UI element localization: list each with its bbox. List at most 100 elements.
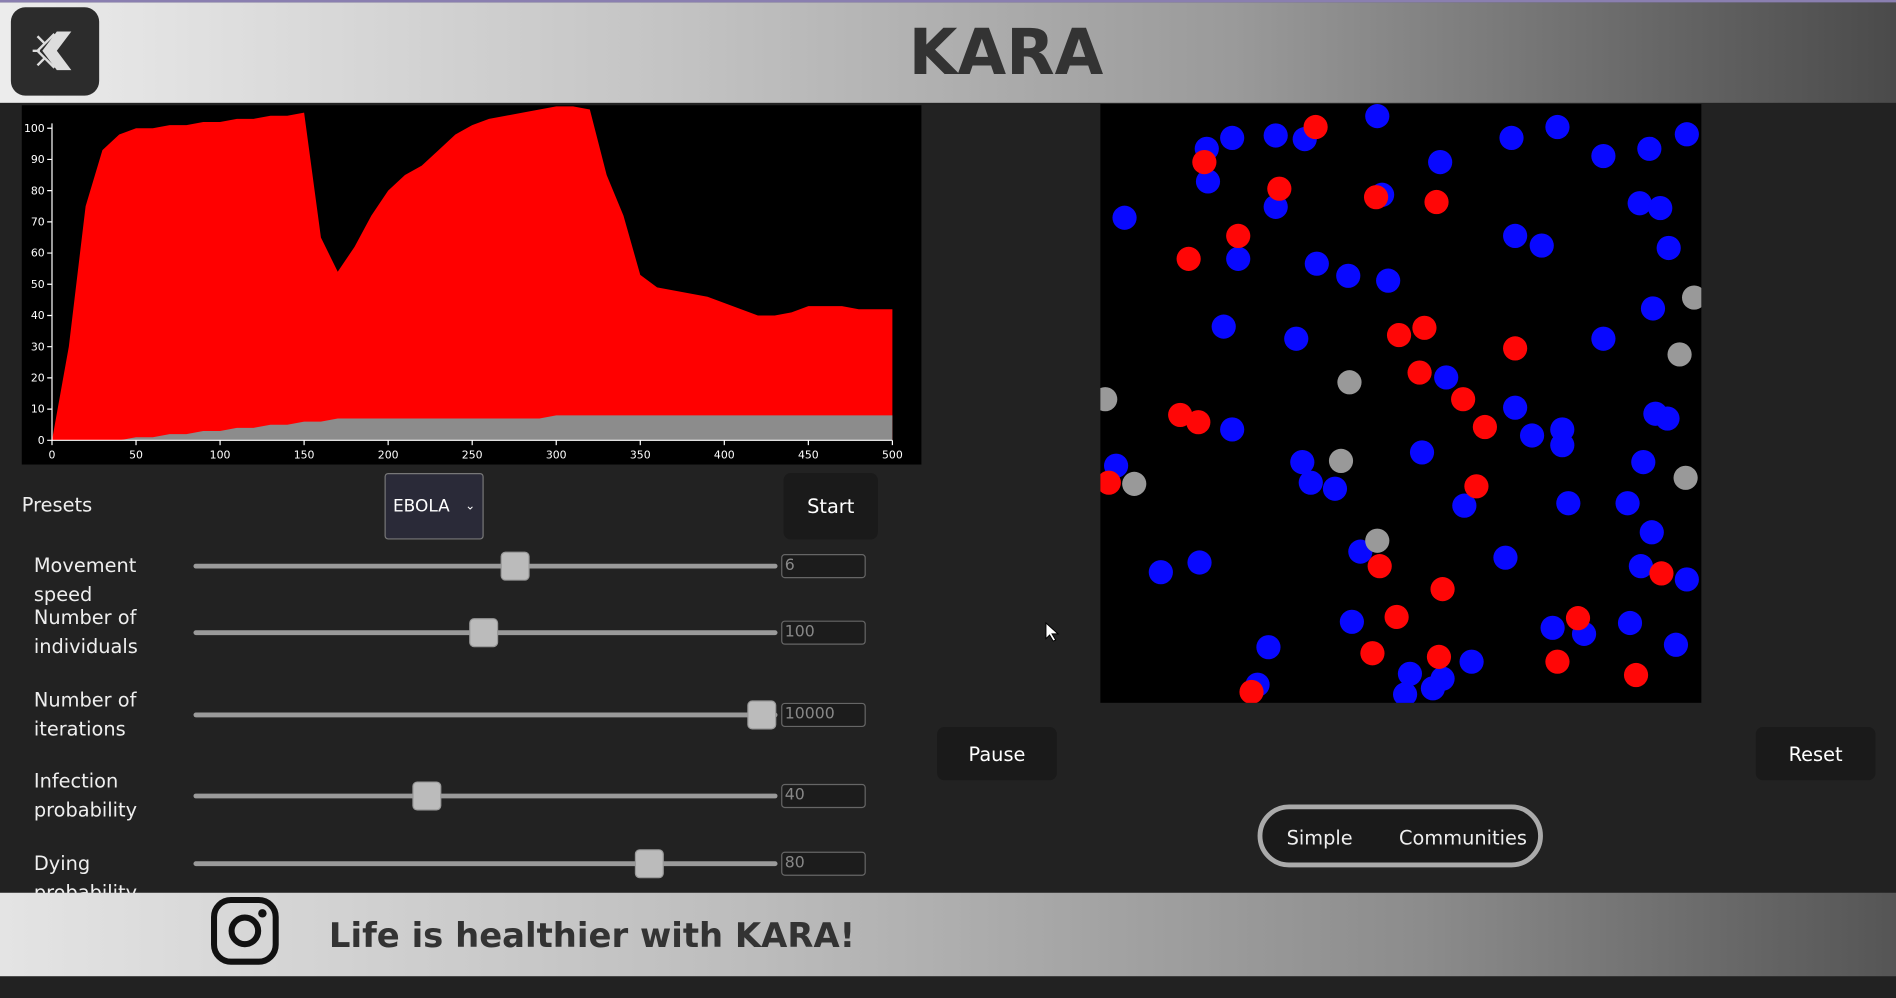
individual bbox=[1303, 114, 1328, 140]
dropdown-arrow: ⌄ bbox=[465, 499, 476, 513]
x-tick-label: 250 bbox=[462, 448, 483, 461]
y-tick-label: 100 bbox=[24, 122, 45, 135]
individual bbox=[1100, 470, 1121, 495]
individual bbox=[1263, 123, 1288, 148]
individual bbox=[1122, 471, 1147, 496]
individual bbox=[1384, 604, 1409, 630]
individual bbox=[1591, 143, 1616, 169]
individual bbox=[1591, 326, 1616, 351]
individual bbox=[1556, 491, 1581, 516]
individual bbox=[1656, 235, 1681, 261]
number-input[interactable]: 6 bbox=[781, 554, 866, 579]
preset-select[interactable]: EBOLA ⌄ bbox=[384, 472, 484, 540]
y-tick-label: 30 bbox=[31, 340, 45, 353]
individual bbox=[1472, 414, 1497, 440]
individual bbox=[1363, 185, 1389, 210]
x-tick-label: 150 bbox=[294, 448, 315, 461]
slider-thumb[interactable] bbox=[634, 849, 664, 879]
individual bbox=[1667, 342, 1692, 367]
individual bbox=[1430, 577, 1455, 602]
mode-communities[interactable]: Communities bbox=[1399, 826, 1527, 850]
slider-thumb[interactable] bbox=[412, 781, 442, 811]
individual bbox=[1112, 205, 1137, 230]
individual bbox=[1545, 649, 1570, 674]
individual bbox=[1195, 169, 1221, 194]
individual bbox=[1337, 370, 1362, 395]
individual bbox=[1673, 465, 1698, 490]
individual bbox=[1304, 251, 1329, 276]
individual bbox=[1322, 476, 1348, 501]
individual bbox=[1565, 606, 1591, 631]
y-tick-label: 50 bbox=[31, 278, 45, 291]
individual bbox=[1663, 632, 1689, 657]
individual bbox=[1682, 285, 1702, 310]
individual bbox=[1503, 336, 1528, 361]
logo[interactable] bbox=[10, 7, 100, 96]
slider-thumb[interactable] bbox=[500, 551, 530, 581]
individual bbox=[1360, 641, 1385, 666]
number-input[interactable]: 100 bbox=[781, 620, 866, 645]
y-tick-label: 20 bbox=[31, 372, 45, 385]
presets-label: Presets bbox=[21, 493, 93, 517]
start-button[interactable]: Start bbox=[783, 472, 878, 540]
chart: 0 10 20 30 40 50 60 70 80 90 100 0 50 100 150 200 250 300… bbox=[21, 105, 922, 465]
x-tick-label: 450 bbox=[798, 448, 819, 461]
individual bbox=[1100, 387, 1118, 412]
individual bbox=[1451, 387, 1476, 412]
y-tick-label: 90 bbox=[31, 153, 45, 166]
slider-label: Number of iterations bbox=[33, 688, 137, 741]
individual bbox=[1168, 402, 1193, 428]
x-tick-label: 500 bbox=[882, 448, 903, 461]
individual bbox=[1615, 491, 1640, 516]
number-input[interactable]: 40 bbox=[781, 783, 866, 809]
pause-button[interactable]: Pause bbox=[937, 727, 1057, 781]
slider-thumb[interactable] bbox=[747, 700, 777, 730]
individual bbox=[1220, 125, 1245, 151]
individual bbox=[1386, 322, 1412, 348]
individual bbox=[1407, 360, 1432, 385]
individual bbox=[1267, 176, 1292, 201]
simulation bbox=[1100, 104, 1702, 703]
mode-simple[interactable]: Simple bbox=[1286, 826, 1353, 850]
footer-text: Life is healthier with KARA! bbox=[328, 915, 856, 956]
individual bbox=[1623, 662, 1649, 688]
number-input[interactable]: 10000 bbox=[781, 702, 866, 728]
number-input[interactable]: 80 bbox=[781, 851, 866, 876]
individual bbox=[1263, 194, 1288, 219]
instagram-icon[interactable] bbox=[210, 896, 279, 965]
area bbox=[51, 415, 893, 441]
app-title: KARA bbox=[908, 16, 1104, 90]
x-tick-label: 300 bbox=[546, 448, 567, 461]
y-tick-label: 10 bbox=[31, 403, 45, 416]
individual bbox=[1376, 268, 1401, 293]
individual bbox=[1459, 649, 1484, 674]
individual bbox=[1627, 191, 1652, 216]
preset-value: EBOLA bbox=[392, 496, 450, 516]
slider-thumb[interactable] bbox=[469, 618, 499, 648]
individual bbox=[1393, 682, 1418, 703]
individual bbox=[1186, 410, 1211, 435]
individual bbox=[1284, 326, 1309, 351]
reset-button[interactable]: Reset bbox=[1755, 727, 1876, 781]
x-tick-label: 200 bbox=[378, 448, 399, 461]
y-tick-label: 60 bbox=[31, 247, 45, 260]
y-tick-label: 80 bbox=[31, 184, 45, 197]
individual bbox=[1639, 520, 1664, 545]
slider-track bbox=[193, 793, 778, 799]
y-tick-label: 0 bbox=[38, 434, 45, 447]
slider-track bbox=[193, 712, 778, 718]
individual bbox=[1424, 189, 1449, 215]
individual bbox=[1503, 395, 1528, 420]
individual bbox=[1628, 554, 1653, 579]
individual bbox=[1550, 433, 1575, 458]
slider-label: Infection probability bbox=[33, 769, 138, 822]
footer: Life is healthier with KARA! bbox=[0, 892, 1896, 977]
individual bbox=[1493, 545, 1518, 570]
area bbox=[51, 106, 893, 441]
individual bbox=[1328, 448, 1354, 473]
cursor bbox=[1045, 621, 1060, 642]
individual bbox=[1239, 679, 1264, 703]
slider-track bbox=[193, 563, 778, 569]
individual bbox=[1648, 195, 1673, 221]
